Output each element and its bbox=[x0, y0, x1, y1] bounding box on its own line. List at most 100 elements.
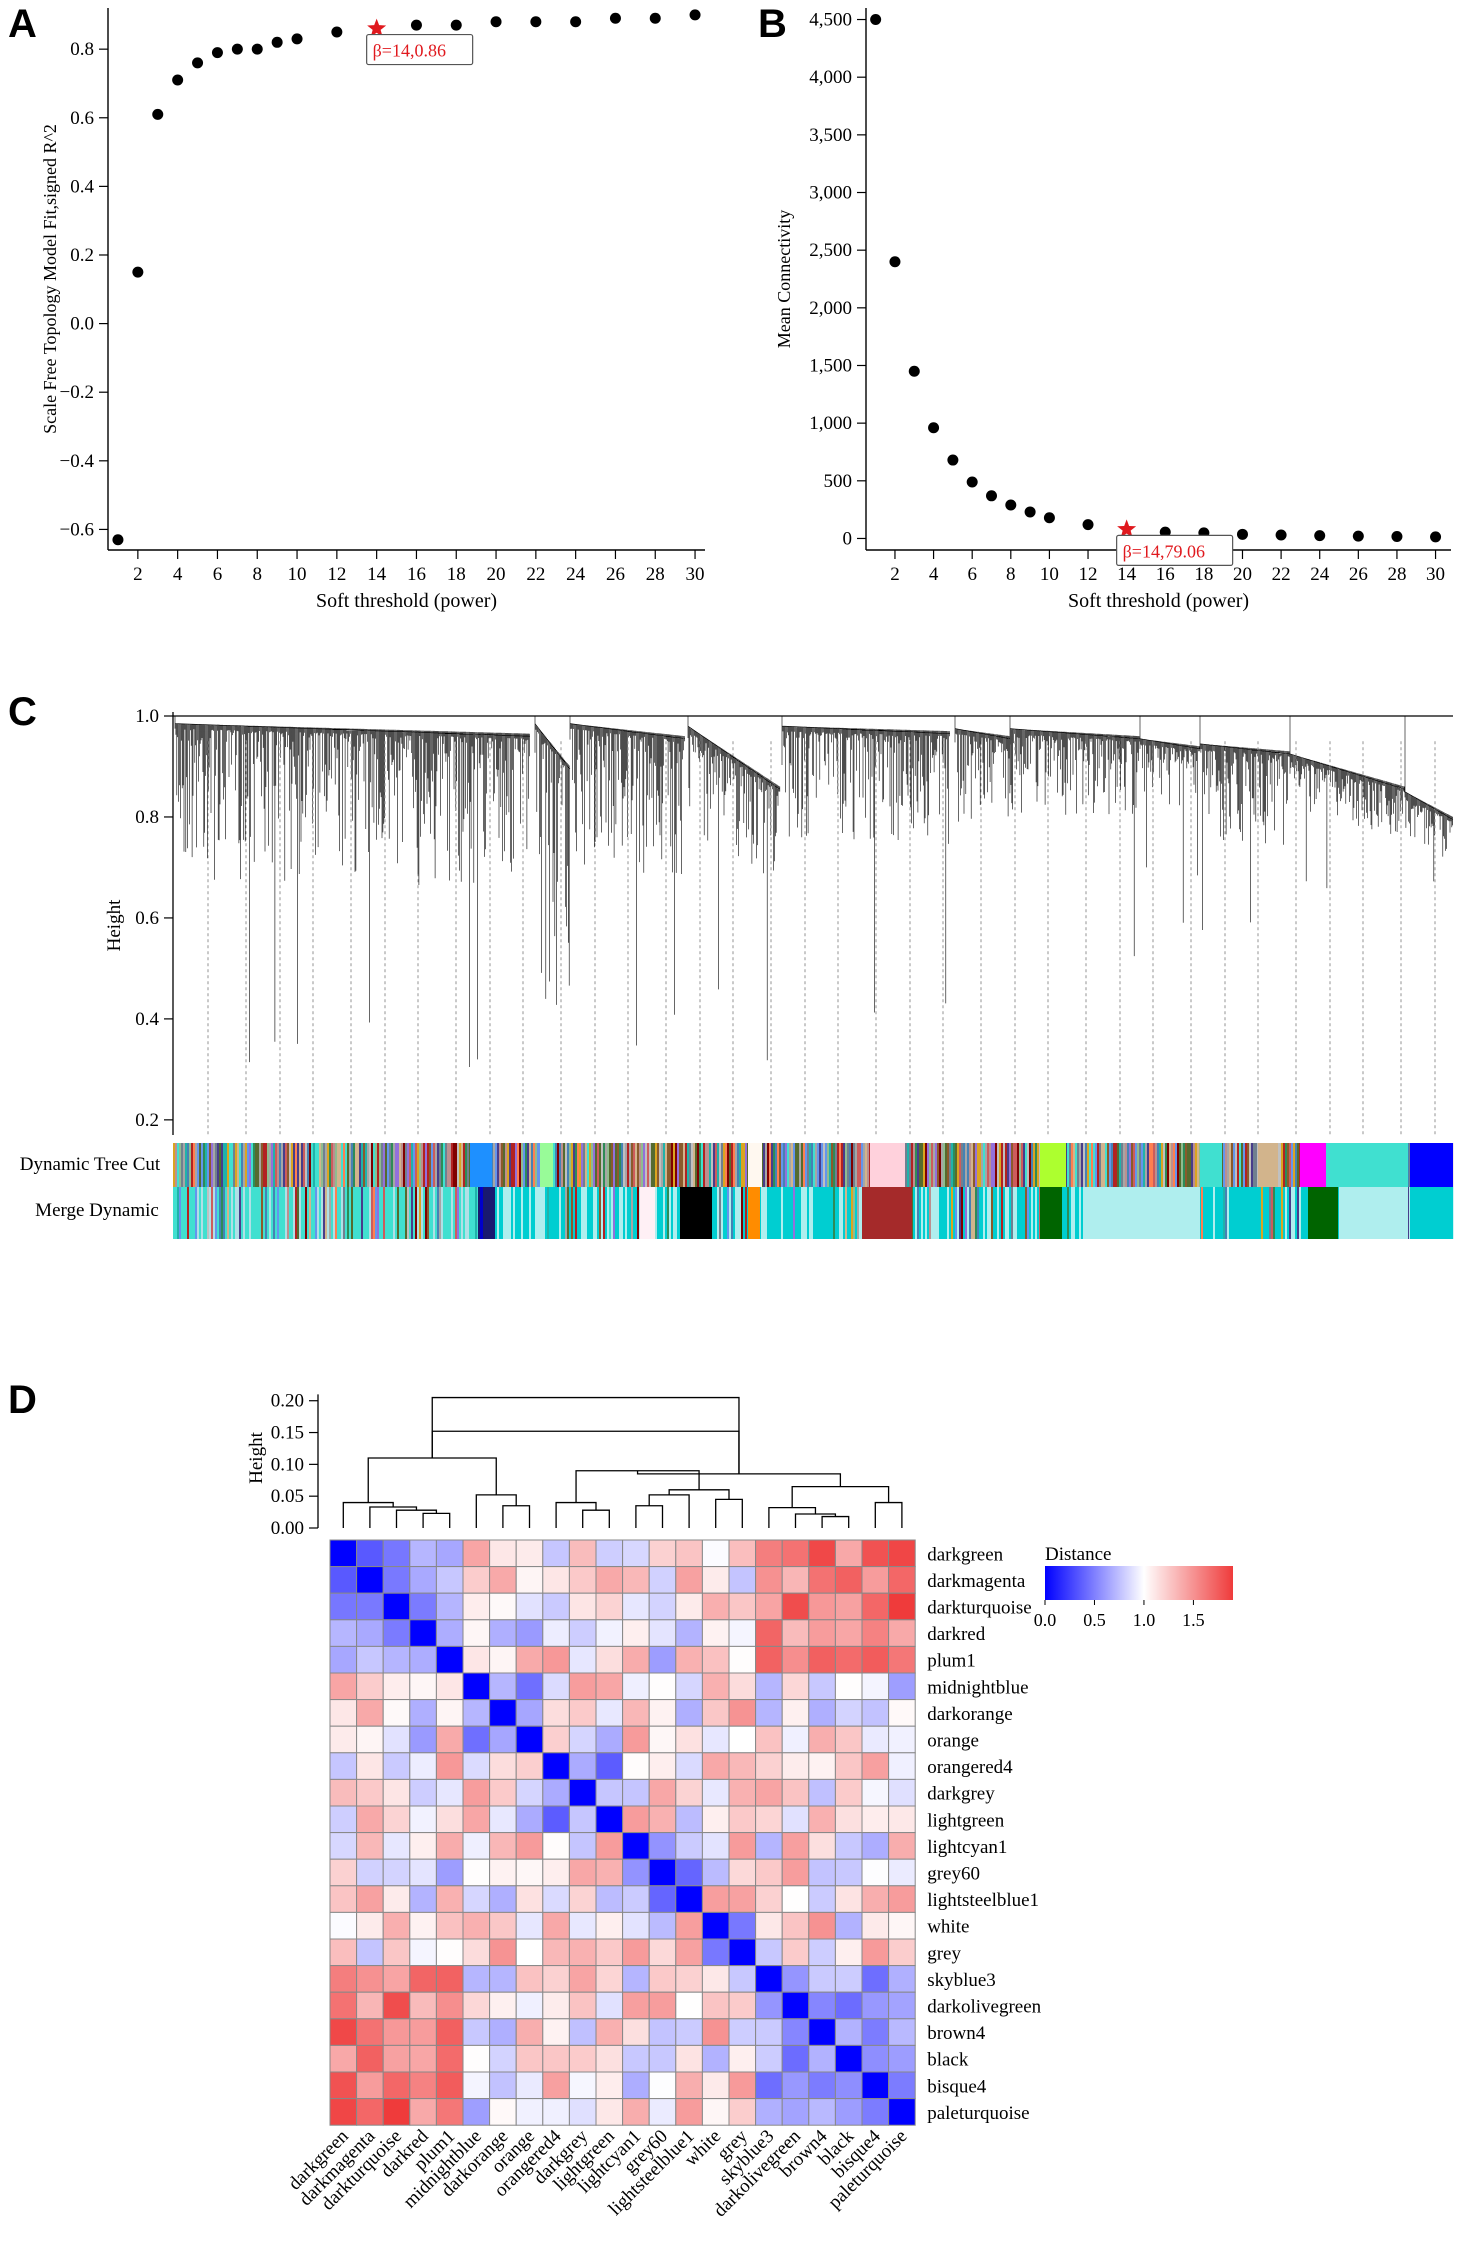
heatmap-cell bbox=[728, 1566, 757, 1594]
color-cell bbox=[413, 1187, 416, 1239]
color-cell bbox=[495, 1143, 498, 1187]
color-cell bbox=[1065, 1143, 1068, 1187]
color-cell bbox=[1281, 1187, 1284, 1239]
color-cell bbox=[1079, 1143, 1082, 1187]
heatmap-cell bbox=[728, 2044, 757, 2073]
heatmap-cell bbox=[648, 1619, 677, 1647]
y-tick-label: 0.0 bbox=[70, 314, 94, 335]
color-cell bbox=[919, 1187, 922, 1239]
color-cell bbox=[191, 1187, 194, 1239]
color-cell bbox=[385, 1187, 388, 1239]
color-cell bbox=[1021, 1143, 1024, 1187]
x-tick-label: 12 bbox=[327, 564, 346, 585]
heatmap-cell bbox=[356, 2044, 384, 2073]
color-cell bbox=[773, 1187, 776, 1239]
color-cell bbox=[179, 1143, 182, 1187]
heatmap-cell bbox=[568, 1725, 597, 1754]
color-cell bbox=[925, 1187, 928, 1239]
color-cell bbox=[1239, 1143, 1242, 1187]
color-cell bbox=[215, 1143, 218, 1187]
color-cell bbox=[409, 1187, 412, 1239]
heatmap-cell bbox=[515, 1752, 544, 1780]
y-tick-label: 1.0 bbox=[135, 706, 159, 727]
heatmap-cell bbox=[728, 1725, 757, 1754]
heatmap-cell bbox=[755, 2071, 783, 2100]
heatmap-cell bbox=[568, 1645, 597, 1674]
highlight-label: β=14,0.86 bbox=[373, 41, 446, 61]
color-cell bbox=[187, 1143, 190, 1187]
data-point bbox=[1430, 531, 1442, 543]
heatmap-cell bbox=[462, 1539, 491, 1568]
x-tick-label: 24 bbox=[1310, 564, 1330, 585]
heatmap-cell bbox=[888, 1592, 916, 1621]
module-guide-lines bbox=[207, 741, 1436, 1135]
color-cell bbox=[935, 1187, 938, 1239]
color-cell bbox=[727, 1187, 730, 1239]
color-cell bbox=[375, 1143, 378, 1187]
color-cell bbox=[1289, 1143, 1292, 1187]
color-cell bbox=[581, 1187, 584, 1239]
color-cell bbox=[743, 1143, 746, 1187]
heatmap-cell bbox=[622, 1938, 650, 1967]
color-cell bbox=[1081, 1187, 1084, 1239]
color-cell bbox=[939, 1187, 942, 1239]
color-cell bbox=[373, 1187, 376, 1239]
color-cell bbox=[281, 1187, 284, 1239]
color-cell bbox=[787, 1143, 790, 1187]
heatmap-cell bbox=[409, 1725, 437, 1754]
color-cell bbox=[1033, 1143, 1036, 1187]
heatmap-cell bbox=[462, 1699, 491, 1727]
color-cell bbox=[1159, 1143, 1162, 1187]
heatmap-cell bbox=[568, 1778, 597, 1807]
heatmap-cell bbox=[409, 1752, 437, 1780]
heatmap-cell bbox=[622, 2018, 650, 2046]
color-cell bbox=[1137, 1143, 1140, 1187]
color-cell bbox=[1225, 1143, 1228, 1187]
color-cell bbox=[823, 1143, 826, 1187]
color-cell bbox=[1153, 1143, 1156, 1187]
color-cell bbox=[1265, 1187, 1268, 1239]
color-cell bbox=[1169, 1143, 1172, 1187]
data-point bbox=[985, 490, 997, 502]
color-cell bbox=[1029, 1143, 1032, 1187]
color-cell bbox=[1115, 1143, 1118, 1187]
color-cell bbox=[253, 1187, 256, 1239]
color-cell bbox=[693, 1143, 696, 1187]
color-cell bbox=[315, 1143, 318, 1187]
color-cell bbox=[533, 1143, 536, 1187]
heatmap-cell bbox=[622, 1539, 650, 1568]
color-cell bbox=[863, 1143, 866, 1187]
color-cell bbox=[973, 1143, 976, 1187]
color-cell bbox=[781, 1187, 784, 1239]
color-cell bbox=[309, 1187, 312, 1239]
color-cell bbox=[1199, 1187, 1202, 1239]
heatmap-cell bbox=[755, 1699, 783, 1727]
row-label: orange bbox=[927, 1731, 979, 1752]
heatmap-cell bbox=[808, 1645, 836, 1674]
heatmap-cell bbox=[675, 1965, 703, 1993]
heatmap-cell bbox=[888, 1832, 916, 1860]
color-cell bbox=[437, 1143, 440, 1187]
heatmap-cell bbox=[542, 1911, 570, 1940]
row-label: black bbox=[927, 2050, 969, 2071]
heatmap-cell bbox=[648, 1965, 677, 1993]
row-label: darkred bbox=[927, 1624, 986, 1645]
heatmap-cell bbox=[728, 1778, 757, 1807]
color-cell bbox=[1231, 1143, 1234, 1187]
color-cell bbox=[557, 1143, 560, 1187]
color-cell bbox=[305, 1143, 308, 1187]
x-tick-label: 8 bbox=[1006, 564, 1016, 585]
heatmap-cell bbox=[861, 1725, 890, 1754]
heatmap-cell bbox=[622, 1885, 650, 1913]
color-cell bbox=[631, 1187, 634, 1239]
color-cell bbox=[317, 1143, 320, 1187]
color-cell bbox=[521, 1187, 524, 1239]
color-cell bbox=[533, 1187, 536, 1239]
color-cell bbox=[191, 1143, 194, 1187]
color-cell bbox=[1027, 1187, 1030, 1239]
row-label-merge-dynamic: Merge Dynamic bbox=[35, 1200, 159, 1221]
color-cell bbox=[247, 1187, 250, 1239]
color-cell bbox=[1407, 1187, 1410, 1239]
color-cell bbox=[349, 1143, 352, 1187]
merge-dynamic-row bbox=[173, 1187, 1454, 1239]
